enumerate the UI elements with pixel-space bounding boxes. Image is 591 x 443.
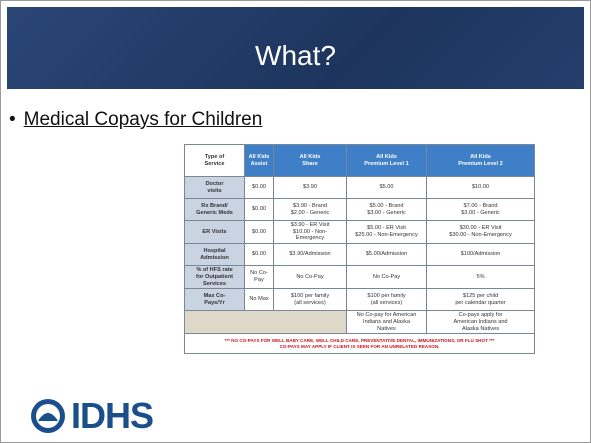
cell: No Co-Pay <box>346 265 427 290</box>
copay-table: Type of Service All Kids Assist All Kids S… <box>184 144 535 355</box>
table-row: Rx Brand/ Generic Meds $0.00 $3.90 - Brand… <box>184 198 535 221</box>
cell: $3.90 <box>273 176 347 199</box>
row-header: Hospital Admission <box>184 243 245 267</box>
logo-text: IDHS <box>71 395 154 436</box>
header-row: Type of Service All Kids Assist All Kids S… <box>184 144 535 177</box>
cell: $5.00 - ER Visit $25.00 - Non-Emergency <box>346 219 427 245</box>
header-cell: All Kids Assist <box>244 144 274 177</box>
logo-icon <box>31 399 65 433</box>
cell: $0.00 <box>244 243 274 267</box>
cell: No Co-Pay <box>273 265 347 290</box>
row-header: Doctor visits <box>184 176 245 199</box>
row-header: ER Visits <box>184 219 245 245</box>
cell: $0.00 <box>244 176 274 199</box>
cell: No Co- Pay <box>244 265 274 290</box>
table-row: No Co-pay for American Indians and Alask… <box>184 310 535 335</box>
row-header: % of HFS rate for Outpatient Services <box>184 265 245 290</box>
table-body: Doctor visits $0.00 $3.90 $5.00 $10.00 Rx Bra… <box>184 176 535 355</box>
table-row: Doctor visits $0.00 $3.90 $5.00 $10.00 <box>184 176 535 199</box>
cell: $5.00/Admission <box>346 243 427 267</box>
cell: $7.00 - Brand $3.00 - Generic <box>426 198 535 221</box>
cell: $5.00 <box>346 176 427 199</box>
header-cell: Type of Service <box>184 144 245 177</box>
slide-title: What? <box>255 40 336 71</box>
cell: $100/Admission <box>426 243 535 267</box>
cell: Co-pays apply for American Indians and A… <box>426 310 535 335</box>
cell: No Co-pay for American Indians and Alask… <box>346 310 427 335</box>
table-row: Max Co- Pays/Yr No Max $100 per family (al… <box>184 288 535 312</box>
header-cell: All Kids Premium Level 2 <box>426 144 535 177</box>
cell: $0.00 <box>244 219 274 245</box>
row-header: Rx Brand/ Generic Meds <box>184 198 245 221</box>
note-row: *** NO CO-PAYS FOR WELL BABY CARE, WELL … <box>184 333 535 355</box>
table-row: % of HFS rate for Outpatient Services No … <box>184 265 535 290</box>
cell: $30.00 - ER Visit $30.00 - Non-Emergency <box>426 219 535 245</box>
row-header: Max Co- Pays/Yr <box>184 288 245 312</box>
cell: $0.00 <box>244 198 274 221</box>
table-row: Hospital Admission $0.00 $3.90/Admission $5… <box>184 243 535 267</box>
cell: $3.90/Admission <box>273 243 347 267</box>
cell: $100 per family (all services) <box>273 288 347 312</box>
header-cell: All Kids Premium Level 1 <box>346 144 427 177</box>
bullet-text: Medical Copays for Children <box>23 109 263 130</box>
cell: $5.00 - Brand $3.00 - Generic <box>346 198 427 221</box>
blank-cell <box>184 310 347 335</box>
note: *** NO CO-PAYS FOR WELL BABY CARE, WELL … <box>184 333 535 355</box>
header-cell: All Kids Share <box>273 144 347 177</box>
logo: IDHS <box>29 395 154 437</box>
cell: $3.90 - ER Visit $10.00 - Non- Emergency <box>273 219 347 245</box>
header-band: What? <box>7 7 584 89</box>
cell: No Max <box>244 288 274 312</box>
bullet: • Medical Copays for Children <box>9 109 263 130</box>
cell: $100 per family (all services) <box>346 288 427 312</box>
table-row: ER Visits $0.00 $3.90 - ER Visit $10.00 - … <box>184 219 535 245</box>
cell: 5% <box>426 265 535 290</box>
cell: $125 per child per calendar quarter <box>426 288 535 312</box>
cell: $3.90 - Brand $2.00 - Generic <box>273 198 347 221</box>
cell: $10.00 <box>426 176 535 199</box>
